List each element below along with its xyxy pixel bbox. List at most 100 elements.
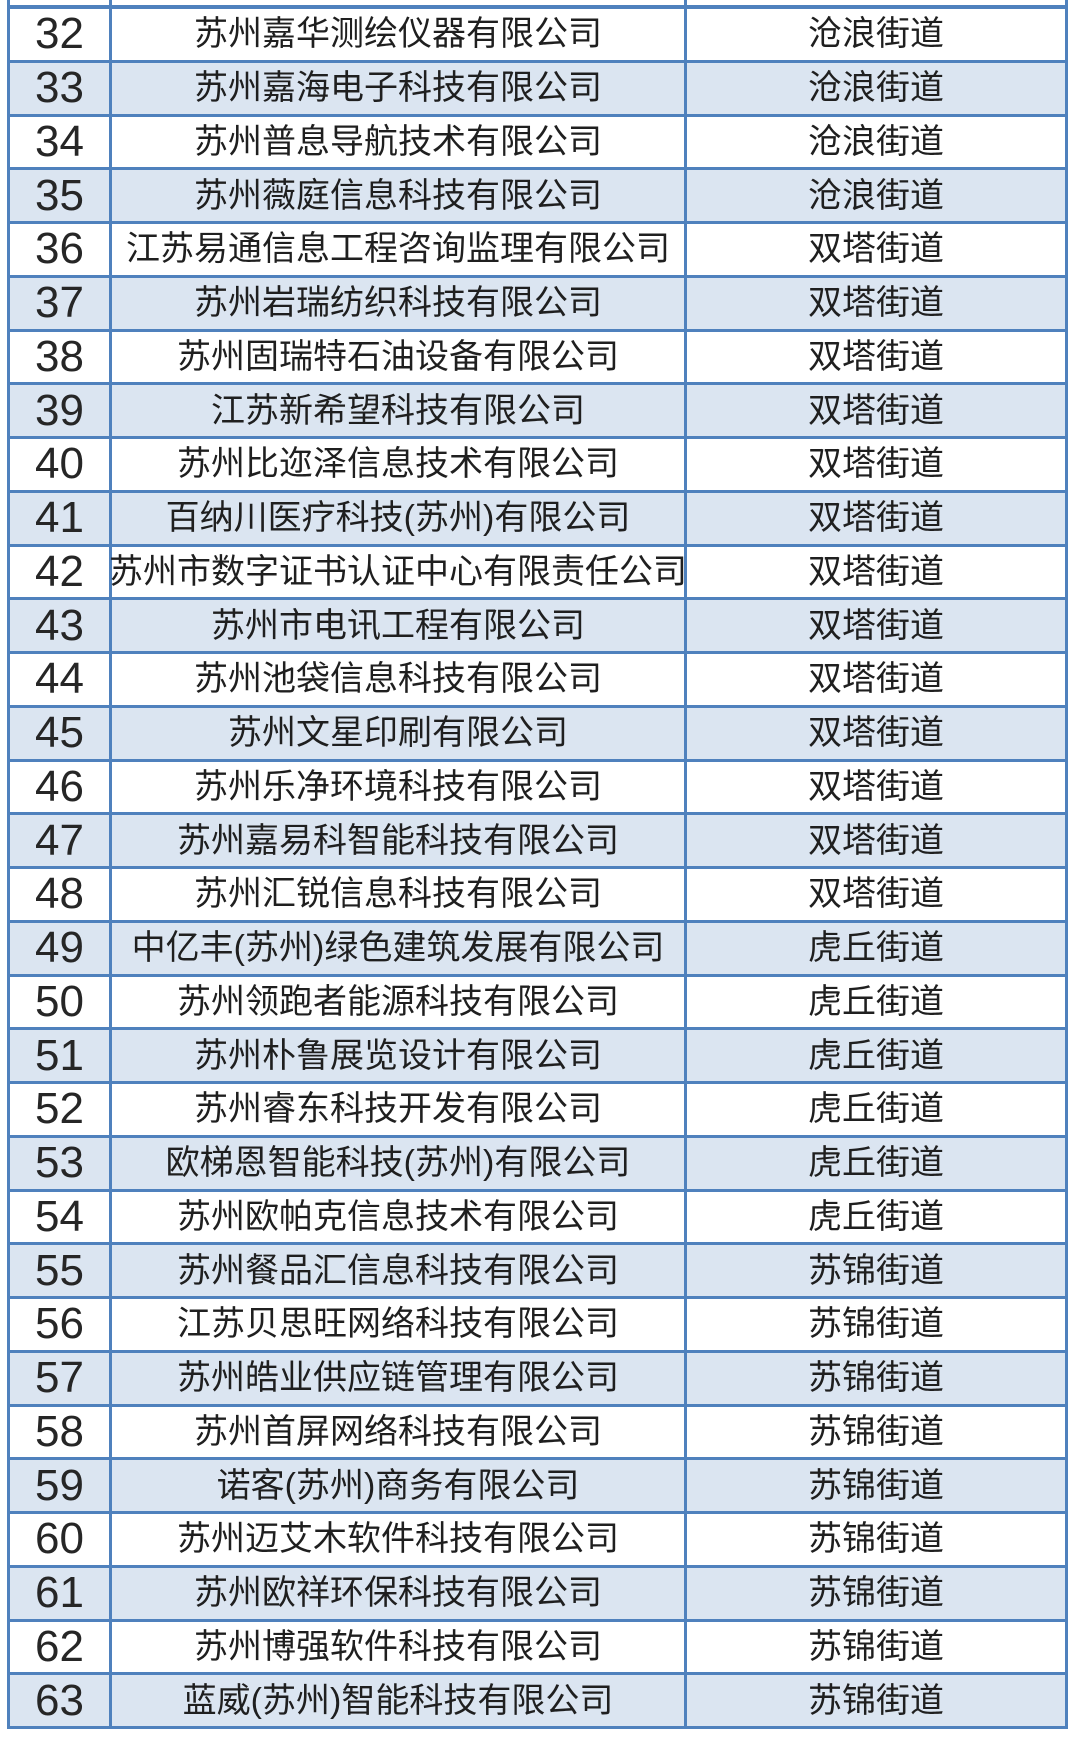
table-row: 63 蓝威(苏州)智能科技有限公司 苏锦街道 bbox=[10, 1675, 1065, 1729]
cell-num: 58 bbox=[10, 1406, 112, 1458]
table-row: 32 苏州嘉华测绘仪器有限公司 沧浪街道 bbox=[10, 9, 1065, 63]
table-row-partial bbox=[10, 0, 1065, 9]
cell-num: 57 bbox=[10, 1352, 112, 1404]
cell-num: 62 bbox=[10, 1621, 112, 1673]
cell-district: 双塔街道 bbox=[808, 714, 944, 753]
cell-district: 苏锦街道 bbox=[808, 1681, 944, 1720]
cell-num: 51 bbox=[10, 1030, 112, 1081]
table-row: 50 苏州领跑者能源科技有限公司 虎丘街道 bbox=[10, 976, 1065, 1031]
cell-company: 苏州市电讯工程有限公司 bbox=[112, 600, 687, 651]
cell-district: 虎丘街道 bbox=[808, 1036, 944, 1075]
cell-num: 45 bbox=[10, 707, 112, 759]
table-row: 47 苏州嘉易科智能科技有限公司 双塔街道 bbox=[10, 815, 1065, 869]
table-row: 40 苏州比迩泽信息技术有限公司 双塔街道 bbox=[10, 439, 1065, 493]
cell-district: 双塔街道 bbox=[808, 552, 944, 591]
table-row: 59 诺客(苏州)商务有限公司 苏锦街道 bbox=[10, 1460, 1065, 1514]
cell-company: 苏州嘉华测绘仪器有限公司 bbox=[112, 9, 687, 60]
cell-company: 苏州岩瑞纺织科技有限公司 bbox=[112, 277, 687, 329]
cell-company: 苏州博强软件科技有限公司 bbox=[112, 1621, 687, 1673]
cell-district: 苏锦街道 bbox=[808, 1574, 944, 1613]
cell-company: 苏州市数字证书认证中心有限责任公司 bbox=[109, 546, 687, 598]
cell-company: 苏州薇庭信息科技有限公司 bbox=[112, 170, 687, 221]
cell-num: 55 bbox=[10, 1245, 112, 1296]
cell-num: 38 bbox=[10, 331, 112, 383]
cell-company: 苏州乐净环境科技有限公司 bbox=[112, 761, 687, 813]
cell-company: 江苏贝思旺网络科技有限公司 bbox=[112, 1299, 687, 1350]
cell-num: 52 bbox=[10, 1084, 112, 1135]
table-row: 58 苏州首屏网络科技有限公司 苏锦街道 bbox=[10, 1406, 1065, 1461]
cell-num bbox=[10, 0, 112, 5]
table-row: 55 苏州餐品汇信息科技有限公司 苏锦街道 bbox=[10, 1245, 1065, 1299]
cell-company: 苏州汇锐信息科技有限公司 bbox=[112, 869, 687, 920]
cell-company: 苏州嘉海电子科技有限公司 bbox=[112, 62, 687, 114]
cell-company bbox=[112, 0, 687, 5]
cell-num: 46 bbox=[10, 761, 112, 813]
cell-num: 49 bbox=[10, 922, 112, 974]
cell-company: 苏州普息导航技术有限公司 bbox=[112, 116, 687, 168]
cell-district: 虎丘街道 bbox=[808, 1197, 944, 1236]
table-row: 41 百纳川医疗科技(苏州)有限公司 双塔街道 bbox=[10, 492, 1065, 547]
table-row: 60 苏州迈艾木软件科技有限公司 苏锦街道 bbox=[10, 1514, 1065, 1568]
cell-num: 41 bbox=[10, 492, 112, 544]
cell-district: 双塔街道 bbox=[808, 445, 944, 484]
cell-district: 双塔街道 bbox=[808, 284, 944, 323]
cell-num: 53 bbox=[10, 1137, 112, 1189]
cell-company: 苏州嘉易科智能科技有限公司 bbox=[112, 815, 687, 866]
cell-num: 34 bbox=[10, 116, 112, 168]
cell-district: 沧浪街道 bbox=[808, 176, 944, 215]
cell-company: 欧梯恩智能科技(苏州)有限公司 bbox=[112, 1137, 687, 1189]
table-row: 62 苏州博强软件科技有限公司 苏锦街道 bbox=[10, 1621, 1065, 1676]
cell-district: 双塔街道 bbox=[808, 875, 944, 914]
table-row: 53 欧梯恩智能科技(苏州)有限公司 虎丘街道 bbox=[10, 1137, 1065, 1192]
cell-num: 36 bbox=[10, 224, 112, 275]
table-row: 57 苏州皓业供应链管理有限公司 苏锦街道 bbox=[10, 1352, 1065, 1407]
cell-num: 54 bbox=[10, 1191, 112, 1243]
table-row: 38 苏州固瑞特石油设备有限公司 双塔街道 bbox=[10, 331, 1065, 386]
table-row: 33 苏州嘉海电子科技有限公司 沧浪街道 bbox=[10, 62, 1065, 117]
cell-district: 苏锦街道 bbox=[808, 1251, 944, 1290]
cell-company: 中亿丰(苏州)绿色建筑发展有限公司 bbox=[112, 922, 687, 974]
cell-company: 蓝威(苏州)智能科技有限公司 bbox=[112, 1675, 687, 1726]
table-row: 37 苏州岩瑞纺织科技有限公司 双塔街道 bbox=[10, 277, 1065, 332]
cell-district: 双塔街道 bbox=[808, 391, 944, 430]
cell-num: 39 bbox=[10, 385, 112, 436]
cell-district: 苏锦街道 bbox=[808, 1520, 944, 1559]
cell-district: 苏锦街道 bbox=[808, 1627, 944, 1666]
cell-company: 苏州欧祥环保科技有限公司 bbox=[112, 1567, 687, 1619]
cell-district: 双塔街道 bbox=[808, 337, 944, 376]
cell-num: 44 bbox=[10, 654, 112, 705]
cell-company: 江苏新希望科技有限公司 bbox=[112, 385, 687, 436]
company-table: 32 苏州嘉华测绘仪器有限公司 沧浪街道 33 苏州嘉海电子科技有限公司 沧浪街道 34 苏州… bbox=[7, 0, 1068, 1729]
cell-num: 48 bbox=[10, 869, 112, 920]
table-row: 43 苏州市电讯工程有限公司 双塔街道 bbox=[10, 600, 1065, 654]
table-row: 44 苏州池袋信息科技有限公司 双塔街道 bbox=[10, 654, 1065, 708]
cell-district: 苏锦街道 bbox=[808, 1305, 944, 1344]
cell-company: 苏州朴鲁展览设计有限公司 bbox=[112, 1030, 687, 1081]
cell-district: 苏锦街道 bbox=[808, 1359, 944, 1398]
table-row: 52 苏州睿东科技开发有限公司 虎丘街道 bbox=[10, 1084, 1065, 1138]
cell-num: 61 bbox=[10, 1567, 112, 1619]
cell-company: 苏州欧帕克信息技术有限公司 bbox=[112, 1191, 687, 1243]
cell-company: 苏州餐品汇信息科技有限公司 bbox=[112, 1245, 687, 1296]
cell-company: 苏州皓业供应链管理有限公司 bbox=[112, 1352, 687, 1404]
table-row: 39 江苏新希望科技有限公司 双塔街道 bbox=[10, 385, 1065, 439]
cell-district: 双塔街道 bbox=[808, 767, 944, 806]
cell-district: 沧浪街道 bbox=[808, 69, 944, 108]
table-row: 51 苏州朴鲁展览设计有限公司 虎丘街道 bbox=[10, 1030, 1065, 1084]
cell-district bbox=[687, 0, 1065, 5]
table-row: 46 苏州乐净环境科技有限公司 双塔街道 bbox=[10, 761, 1065, 816]
cell-district: 沧浪街道 bbox=[808, 15, 944, 54]
cell-company: 苏州迈艾木软件科技有限公司 bbox=[112, 1514, 687, 1565]
cell-district: 双塔街道 bbox=[808, 499, 944, 538]
cell-num: 63 bbox=[10, 1675, 112, 1726]
table-row: 45 苏州文星印刷有限公司 双塔街道 bbox=[10, 707, 1065, 762]
cell-district: 苏锦街道 bbox=[808, 1412, 944, 1451]
table-row: 34 苏州普息导航技术有限公司 沧浪街道 bbox=[10, 116, 1065, 171]
cell-district: 沧浪街道 bbox=[808, 122, 944, 161]
cell-num: 35 bbox=[10, 170, 112, 221]
table-row: 48 苏州汇锐信息科技有限公司 双塔街道 bbox=[10, 869, 1065, 923]
table-row: 61 苏州欧祥环保科技有限公司 苏锦街道 bbox=[10, 1567, 1065, 1622]
cell-num: 59 bbox=[10, 1460, 112, 1511]
cell-company: 苏州池袋信息科技有限公司 bbox=[112, 654, 687, 705]
cell-company: 苏州首屏网络科技有限公司 bbox=[112, 1406, 687, 1458]
